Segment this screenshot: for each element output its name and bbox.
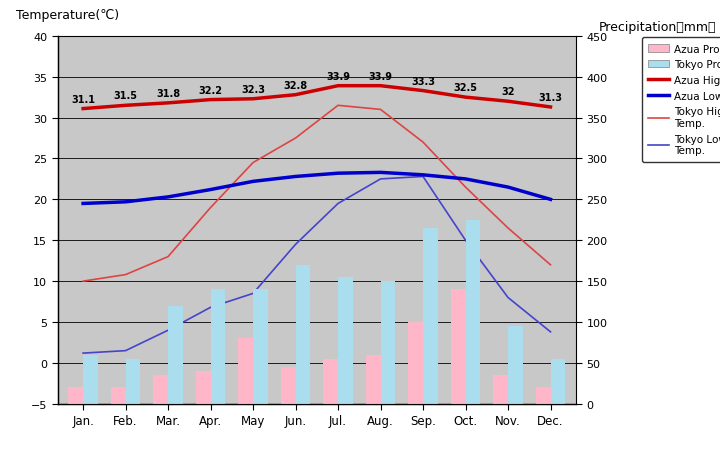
Bar (338, 277, 353, 404)
Text: 32.3: 32.3 (241, 84, 265, 95)
Bar (551, 359, 565, 404)
Bar (210, 290, 225, 404)
Bar (238, 339, 253, 404)
Bar (253, 290, 268, 404)
Bar (125, 359, 140, 404)
Bar (111, 387, 125, 404)
Text: 33.9: 33.9 (369, 72, 392, 82)
Bar (408, 322, 423, 404)
Bar (196, 371, 210, 404)
Text: 33.9: 33.9 (326, 72, 350, 82)
Bar (153, 375, 168, 404)
Bar (381, 281, 395, 404)
Bar (366, 355, 381, 404)
Legend: Azua Prop., Tokyo Prop., Azua High Temp., Azua Low Temp., Tokyo High
Temp., Toky: Azua Prop., Tokyo Prop., Azua High Temp.… (642, 38, 720, 162)
Bar (493, 375, 508, 404)
Bar (168, 306, 183, 404)
Bar (423, 229, 438, 404)
Bar (466, 220, 480, 404)
Text: 31.3: 31.3 (539, 93, 562, 103)
Text: 31.8: 31.8 (156, 89, 180, 99)
Bar (83, 355, 98, 404)
Text: 33.3: 33.3 (411, 77, 435, 86)
Bar (508, 326, 523, 404)
Bar (68, 387, 83, 404)
Text: Temperature(℃): Temperature(℃) (16, 9, 120, 22)
Text: 31.5: 31.5 (114, 91, 138, 101)
Text: 31.1: 31.1 (71, 95, 95, 105)
Text: Precipitation（mm）: Precipitation（mm） (599, 21, 716, 34)
Bar (281, 367, 295, 404)
Bar (295, 265, 310, 404)
Text: 32: 32 (501, 87, 515, 97)
Text: 32.2: 32.2 (199, 85, 222, 95)
Bar (451, 290, 466, 404)
Bar (323, 359, 338, 404)
Text: 32.8: 32.8 (284, 81, 307, 90)
Bar (536, 387, 551, 404)
Text: 32.5: 32.5 (454, 83, 477, 93)
